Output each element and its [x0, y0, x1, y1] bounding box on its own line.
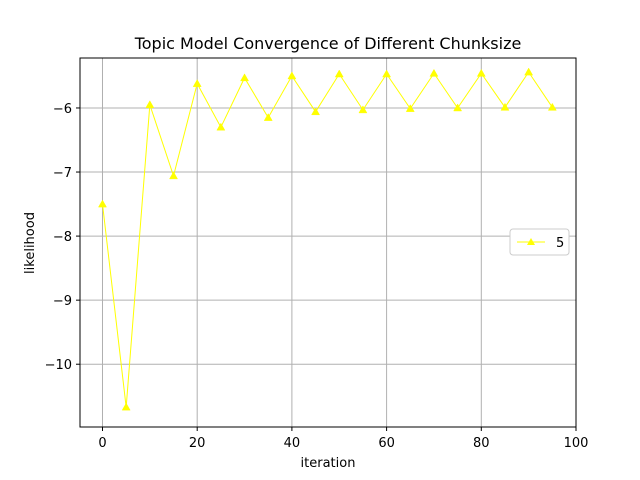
- data-point: [311, 107, 321, 116]
- x-axis: 0 20 40 60 80 100: [98, 427, 588, 451]
- x-tick-label: 40: [284, 436, 301, 451]
- data-point: [263, 113, 273, 121]
- x-axis-label: iteration: [301, 456, 356, 471]
- y-tick-label: −6: [53, 102, 72, 117]
- grid: [80, 58, 577, 427]
- series-line: [101, 71, 553, 408]
- data-point: [405, 104, 415, 112]
- y-axis: −10 −9 −8 −7 −6: [45, 102, 80, 373]
- plot-frame: [79, 57, 577, 428]
- chart-title: Topic Model Convergence of Different Chu…: [134, 34, 522, 53]
- data-point: [145, 100, 155, 109]
- data-point: [500, 102, 510, 111]
- data-point: [121, 402, 131, 411]
- data-point: [547, 102, 557, 111]
- data-point: [216, 122, 226, 131]
- data-point: [476, 68, 486, 77]
- data-point: [98, 199, 107, 208]
- y-tick-label: −10: [45, 358, 72, 373]
- data-point: [334, 69, 344, 78]
- data-point: [429, 68, 439, 77]
- legend-marker: [527, 238, 535, 245]
- legend: 5: [509, 228, 570, 256]
- x-tick-label: 100: [564, 436, 589, 451]
- data-point: [382, 69, 392, 78]
- y-tick-label: −8: [53, 230, 72, 245]
- x-tick-label: 0: [98, 436, 106, 451]
- data-point: [169, 171, 178, 180]
- series-group: [98, 67, 557, 411]
- legend-label: 5: [556, 236, 564, 251]
- y-axis-label: likelihood: [23, 212, 38, 274]
- y-tick-label: −9: [53, 294, 72, 309]
- x-tick-label: 80: [473, 436, 490, 451]
- data-point: [240, 73, 249, 82]
- data-point: [192, 79, 202, 87]
- x-tick-label: 20: [189, 436, 206, 451]
- data-point: [287, 71, 297, 80]
- data-point: [358, 105, 368, 114]
- data-point: [524, 67, 534, 76]
- y-tick-label: −7: [53, 166, 72, 181]
- data-point: [453, 103, 463, 112]
- x-tick-label: 60: [378, 436, 395, 451]
